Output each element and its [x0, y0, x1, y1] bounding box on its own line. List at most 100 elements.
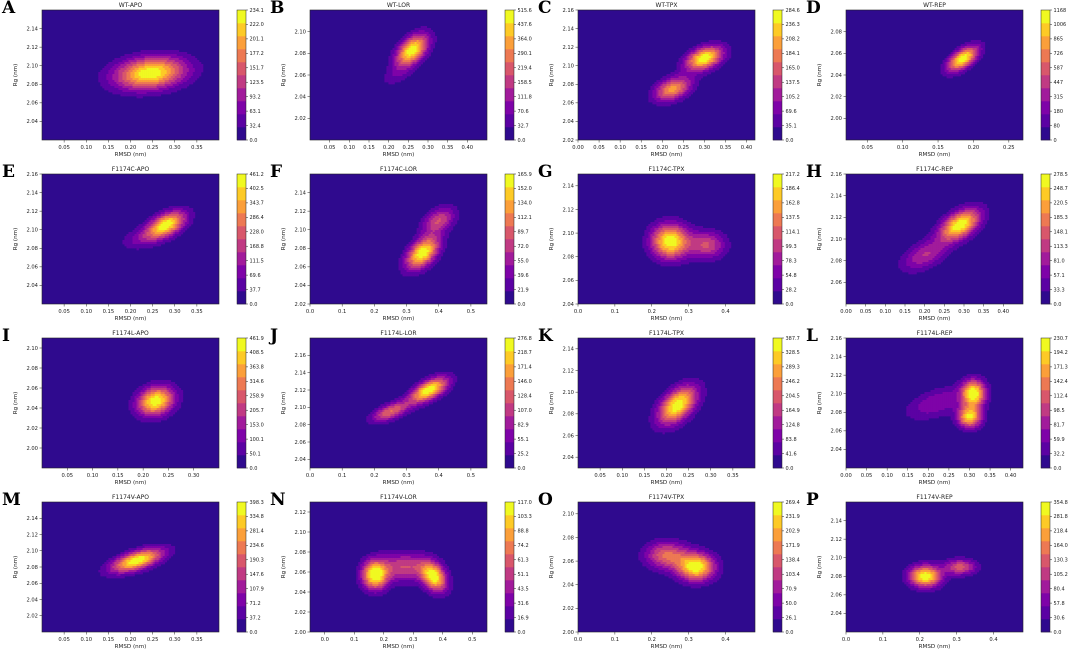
- density-cell: [181, 66, 183, 68]
- density-cell: [656, 248, 658, 250]
- density-cell: [431, 264, 433, 266]
- x-tick-label: 0.00: [572, 145, 584, 151]
- density-cell: [959, 56, 961, 58]
- density-cell: [967, 64, 969, 66]
- density-cell: [713, 238, 715, 240]
- density-cell: [411, 242, 413, 244]
- density-cell: [417, 38, 419, 40]
- density-cell: [421, 226, 423, 228]
- density-cell: [683, 236, 685, 238]
- density-cell: [388, 76, 390, 78]
- density-cell: [388, 68, 390, 70]
- density-cell: [687, 70, 689, 72]
- density-cell: [403, 62, 405, 64]
- density-cell: [169, 206, 171, 208]
- density-cell: [431, 210, 433, 212]
- density-cell: [411, 30, 413, 32]
- density-cell: [423, 224, 425, 226]
- density-cell: [413, 258, 415, 260]
- density-cell: [193, 72, 195, 74]
- density-cell: [943, 74, 945, 76]
- density-cell: [411, 44, 413, 46]
- density-cell: [445, 244, 447, 246]
- density-cell: [437, 212, 439, 214]
- density-cell: [141, 74, 143, 76]
- density-cell: [723, 252, 725, 254]
- density-cell: [429, 30, 431, 32]
- density-cell: [147, 82, 149, 84]
- density-cell: [403, 270, 405, 272]
- density-cell: [165, 208, 167, 210]
- density-cell: [727, 240, 729, 242]
- density-cell: [928, 238, 930, 240]
- density-cell: [951, 64, 953, 66]
- density-cell: [419, 234, 421, 236]
- density-cell: [664, 234, 666, 236]
- colorbar-segment: [1041, 127, 1050, 140]
- density-cell: [662, 90, 664, 92]
- density-cell: [169, 230, 171, 232]
- density-cell: [139, 76, 141, 78]
- density-cell: [975, 52, 977, 54]
- density-cell: [163, 224, 165, 226]
- density-cell: [953, 68, 955, 70]
- density-cell: [407, 246, 409, 248]
- density-cell: [120, 84, 122, 86]
- density-cell: [439, 230, 441, 232]
- density-cell: [705, 42, 707, 44]
- density-cell: [687, 90, 689, 92]
- density-cell: [421, 242, 423, 244]
- density-cell: [930, 258, 932, 260]
- density-cell: [409, 264, 411, 266]
- density-cell: [979, 50, 981, 52]
- density-cell: [187, 84, 189, 86]
- density-cell: [173, 218, 175, 220]
- density-cell: [644, 234, 646, 236]
- density-cell: [910, 260, 912, 262]
- density-cell: [411, 66, 413, 68]
- density-cell: [697, 48, 699, 50]
- density-cell: [135, 56, 137, 58]
- density-cell: [973, 56, 975, 58]
- density-cell: [959, 50, 961, 52]
- density-cell: [149, 80, 151, 82]
- x-tick-label: 0.05: [861, 145, 873, 151]
- density-cell: [413, 242, 415, 244]
- density-cell: [141, 52, 143, 54]
- density-cell: [106, 70, 108, 72]
- density-cell: [654, 254, 656, 256]
- colorbar-tick-label: 587: [1054, 66, 1064, 72]
- density-cell: [679, 70, 681, 72]
- density-cell: [906, 266, 908, 268]
- density-cell: [431, 40, 433, 42]
- density-cell: [102, 84, 104, 86]
- density-cell: [415, 56, 417, 58]
- density-cell: [155, 90, 157, 92]
- density-cell: [719, 248, 721, 250]
- density-cell: [437, 246, 439, 248]
- density-cell: [403, 262, 405, 264]
- colorbar-tick-label: 54.8: [786, 273, 797, 279]
- density-cell: [965, 54, 967, 56]
- density-cell: [427, 260, 429, 262]
- density-cell: [662, 102, 664, 104]
- density-cell: [709, 242, 711, 244]
- density-cell: [187, 222, 189, 224]
- density-cell: [423, 60, 425, 62]
- density-cell: [687, 74, 689, 76]
- density-cell: [656, 240, 658, 242]
- density-cell: [435, 252, 437, 254]
- density-cell: [390, 80, 392, 82]
- density-cell: [169, 64, 171, 66]
- density-cell: [195, 76, 197, 78]
- density-cell: [685, 60, 687, 62]
- density-cell: [945, 58, 947, 60]
- density-cell: [401, 40, 403, 42]
- density-cell: [415, 256, 417, 258]
- density-cell: [409, 48, 411, 50]
- density-cell: [449, 222, 451, 224]
- density-cell: [689, 68, 691, 70]
- density-cell: [143, 238, 145, 240]
- density-cell: [118, 72, 120, 74]
- density-cell: [409, 46, 411, 48]
